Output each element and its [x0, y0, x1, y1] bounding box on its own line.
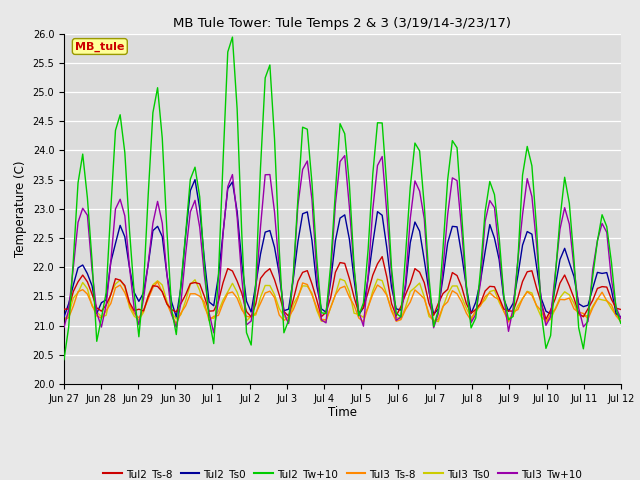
Y-axis label: Temperature (C): Temperature (C): [14, 160, 27, 257]
Text: MB_tule: MB_tule: [75, 41, 125, 52]
Legend: Tul2_Ts-8, Tul2_Ts0, Tul2_Tw+10, Tul3_Ts-8, Tul3_Ts0, Tul3_Tw+10: Tul2_Ts-8, Tul2_Ts0, Tul2_Tw+10, Tul3_Ts…: [99, 465, 586, 480]
X-axis label: Time: Time: [328, 407, 357, 420]
Title: MB Tule Tower: Tule Temps 2 & 3 (3/19/14-3/23/17): MB Tule Tower: Tule Temps 2 & 3 (3/19/14…: [173, 17, 511, 30]
